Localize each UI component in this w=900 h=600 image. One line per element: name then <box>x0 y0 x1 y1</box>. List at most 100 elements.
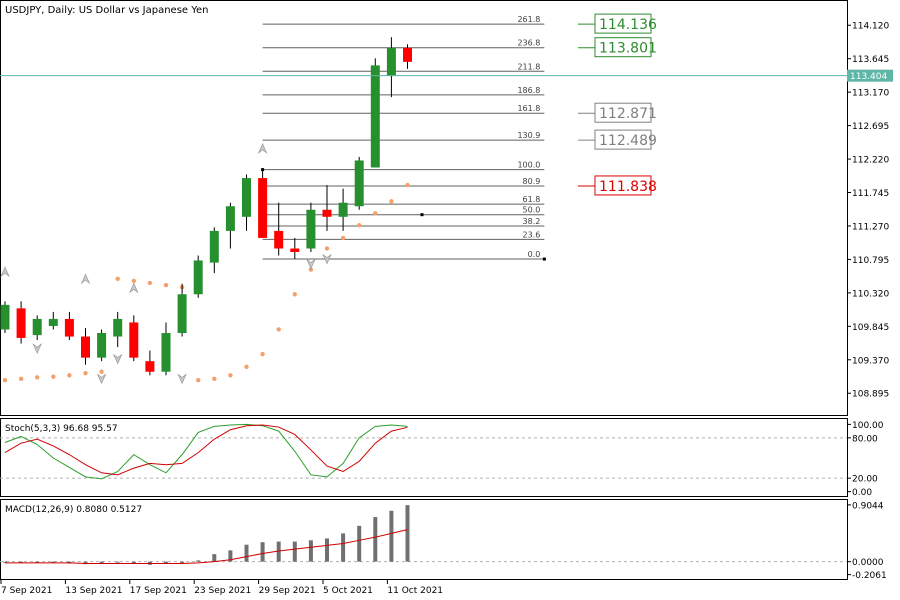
macd-histogram-bar <box>228 550 233 562</box>
fib-anchor-handle <box>261 168 265 172</box>
macd-histogram-bar <box>405 505 410 562</box>
time-tick-label: 11 Oct 2021 <box>387 586 443 596</box>
price-tick-label: 110.795 <box>852 256 889 266</box>
macd-histogram-bar <box>180 561 185 563</box>
price-tick-label: 113.170 <box>852 89 889 99</box>
fractal-arrows <box>0 143 332 385</box>
macd-histogram-bar <box>19 561 24 563</box>
sar-dot <box>51 374 56 379</box>
time-tick-label: 23 Sep 2021 <box>194 586 251 596</box>
macd-histogram-bar <box>341 533 346 562</box>
candle-bear <box>403 47 412 62</box>
fractal-down-icon <box>96 373 107 385</box>
macd-histogram-bar <box>325 538 329 562</box>
sar-dot <box>99 369 104 374</box>
candle-bear <box>274 230 284 249</box>
macd-histogram-bar <box>83 561 88 565</box>
sar-dot <box>244 364 249 370</box>
price-tick-label: 109.370 <box>852 356 889 366</box>
chart-title: USDJPY, Daily: US Dollar vs Japanese Yen <box>5 5 209 16</box>
candle-bull <box>161 333 171 372</box>
macd-tick-label: 0.0000 <box>852 558 884 568</box>
sar-dot <box>389 199 394 204</box>
fractal-down-icon <box>112 353 123 365</box>
stochastic-panel-frame <box>0 418 848 497</box>
fractal-up-icon <box>80 273 91 285</box>
macd-histogram-bar <box>3 561 7 563</box>
fib-level-label: 186.8 <box>517 86 540 95</box>
sar-dot <box>212 376 217 381</box>
macd-histogram-bar <box>308 540 313 562</box>
candle-bull <box>177 294 187 334</box>
candle-bull <box>370 65 380 168</box>
time-tick-label: 5 Oct 2021 <box>323 586 373 596</box>
price-label-box <box>594 129 652 150</box>
price-panel: 261.8 236.8 211.8 186.8 161.8 130.9 100.0 80.9 6… <box>0 0 893 416</box>
fib-level-label: 38.2 <box>523 217 541 226</box>
macd-histogram-bar <box>99 561 104 564</box>
fib-level-label: 61.8 <box>523 195 541 204</box>
sar-dot <box>35 375 40 380</box>
candle-bull <box>306 209 316 249</box>
price-label-box <box>594 175 652 196</box>
price-labels: 114.136 113.801 112.871 112.489 111.838 <box>578 13 657 196</box>
candle-bear <box>145 361 155 372</box>
macd-histogram-bar <box>260 542 265 562</box>
candle-bear <box>64 318 74 337</box>
macd-histogram-bar <box>276 541 281 562</box>
fractal-up-icon <box>0 266 10 278</box>
candle-bull <box>242 178 251 217</box>
candle-bull <box>354 160 364 207</box>
price-tick-label: 112.695 <box>852 122 889 132</box>
time-tick-label: 7 Sep 2021 <box>1 586 52 596</box>
price-label-text: 112.871 <box>599 106 657 122</box>
sar-dot <box>83 370 88 376</box>
stoch-tick-label: 0.00 <box>852 488 872 498</box>
price-label-text: 114.136 <box>599 17 657 33</box>
candlesticks[interactable] <box>0 37 413 376</box>
price-axis-ticks: 114.120 113.645 113.170 112.695 112.220 111.7… <box>847 22 889 400</box>
sar-dot <box>324 246 330 251</box>
sar-dot <box>2 377 8 383</box>
candle-bear <box>16 308 26 338</box>
sar-dot <box>115 276 120 281</box>
sar-dot <box>147 280 153 286</box>
fib-level-label: 236.8 <box>517 39 540 48</box>
candle-bull <box>113 318 123 337</box>
macd-histogram-bar <box>115 561 120 563</box>
sar-dot <box>163 282 169 288</box>
sar-dot <box>340 235 346 241</box>
macd-label: MACD(12,26,9) 0.8080 0.5127 <box>5 505 142 515</box>
current-price-tag <box>847 69 893 82</box>
time-tick-label: 13 Sep 2021 <box>65 586 122 596</box>
parabolic-sar <box>2 182 410 383</box>
macd-histogram-bar <box>244 544 249 562</box>
macd-histogram-bar <box>51 561 56 563</box>
current-price-line: 113.404 <box>0 69 893 82</box>
sar-dot <box>373 211 378 216</box>
current-price-value: 113.404 <box>850 72 887 82</box>
fib-anchor-handle <box>542 257 546 261</box>
macd-histogram-bar <box>357 525 362 562</box>
candle-bull <box>0 304 10 330</box>
stochastic-label: Stoch(5,3,3) 96.68 95.57 <box>5 424 118 434</box>
macd-signal-line <box>5 529 408 565</box>
candle-bear <box>322 209 332 217</box>
candle-bull <box>225 206 235 231</box>
candle-bull <box>97 333 107 358</box>
fib-level-label: 211.8 <box>517 62 540 71</box>
price-label-text: 113.801 <box>599 41 657 57</box>
fractal-up-icon <box>257 143 268 154</box>
candle-bull <box>338 202 348 217</box>
candle-bull <box>209 230 219 263</box>
macd-histogram-bar <box>35 561 40 563</box>
candle-bear <box>258 178 268 238</box>
fib-anchor-handle <box>420 213 424 217</box>
sar-dot <box>67 373 72 378</box>
price-panel-frame <box>0 0 848 416</box>
stochastic-panel: 100.00 80.00 20.00 0.00 Stoch(5,3,3) 96.68 … <box>0 418 884 498</box>
time-tick-label: 17 Sep 2021 <box>130 586 187 596</box>
price-label-box <box>594 37 652 58</box>
candle-bear <box>129 322 139 358</box>
